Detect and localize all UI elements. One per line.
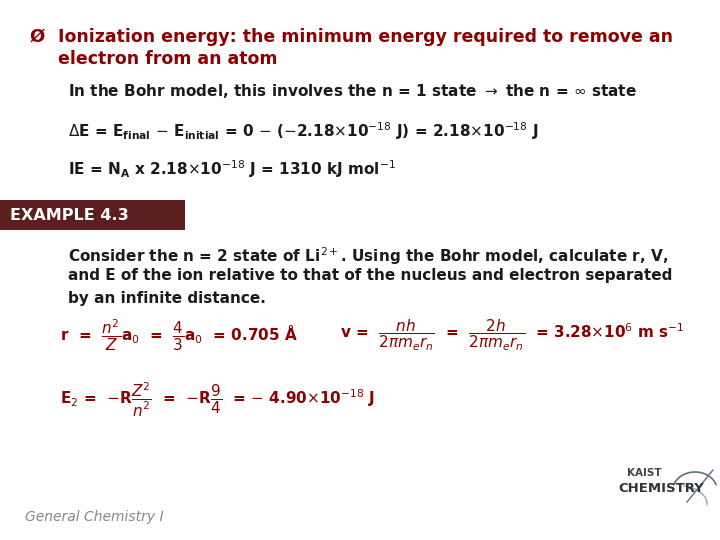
Text: and E of the ion relative to that of the nucleus and electron separated: and E of the ion relative to that of the… xyxy=(68,268,672,283)
Text: General Chemistry I: General Chemistry I xyxy=(25,510,163,524)
Text: E$_2$ =  $-$R$\dfrac{Z^2}{n^2}$  =  $-$R$\dfrac{9}{4}$  = $-$ 4.90$\times$10$^{-: E$_2$ = $-$R$\dfrac{Z^2}{n^2}$ = $-$R$\d… xyxy=(60,381,375,419)
Text: r  =  $\dfrac{n^2}{Z}$a$_0$  =  $\dfrac{4}{3}$a$_0$  = 0.705 Å: r = $\dfrac{n^2}{Z}$a$_0$ = $\dfrac{4}{3… xyxy=(60,318,298,353)
Text: EXAMPLE 4.3: EXAMPLE 4.3 xyxy=(10,207,129,222)
Text: v =  $\dfrac{nh}{2\pi m_e r_n}$  =  $\dfrac{2h}{2\pi m_e r_n}$  = 3.28$\times$10: v = $\dfrac{nh}{2\pi m_e r_n}$ = $\dfrac… xyxy=(340,318,685,353)
Text: In the Bohr model, this involves the n = 1 state $\rightarrow$ the n = $\infty$ : In the Bohr model, this involves the n =… xyxy=(68,82,636,100)
Text: KAIST: KAIST xyxy=(627,468,662,478)
Text: Consider the n = 2 state of Li$^{2+}$. Using the Bohr model, calculate r, V,: Consider the n = 2 state of Li$^{2+}$. U… xyxy=(68,245,668,267)
Bar xyxy=(0,200,185,230)
Text: Ø: Ø xyxy=(30,28,45,46)
Text: by an infinite distance.: by an infinite distance. xyxy=(68,291,266,306)
Text: Ionization energy: the minimum energy required to remove an: Ionization energy: the minimum energy re… xyxy=(58,28,673,46)
Text: electron from an atom: electron from an atom xyxy=(58,50,277,68)
Text: IE = N$_\mathbf{A}$ x 2.18$\times$10$^{-18}$ J = 1310 kJ mol$^{-1}$: IE = N$_\mathbf{A}$ x 2.18$\times$10$^{-… xyxy=(68,158,396,180)
Text: CHEMISTRY: CHEMISTRY xyxy=(618,482,703,495)
Text: $\Delta$E = E$_\mathbf{final}$ $-$ E$_\mathbf{initial}$ = 0 $-$ ($-$2.18$\times$: $\Delta$E = E$_\mathbf{final}$ $-$ E$_\m… xyxy=(68,120,539,141)
